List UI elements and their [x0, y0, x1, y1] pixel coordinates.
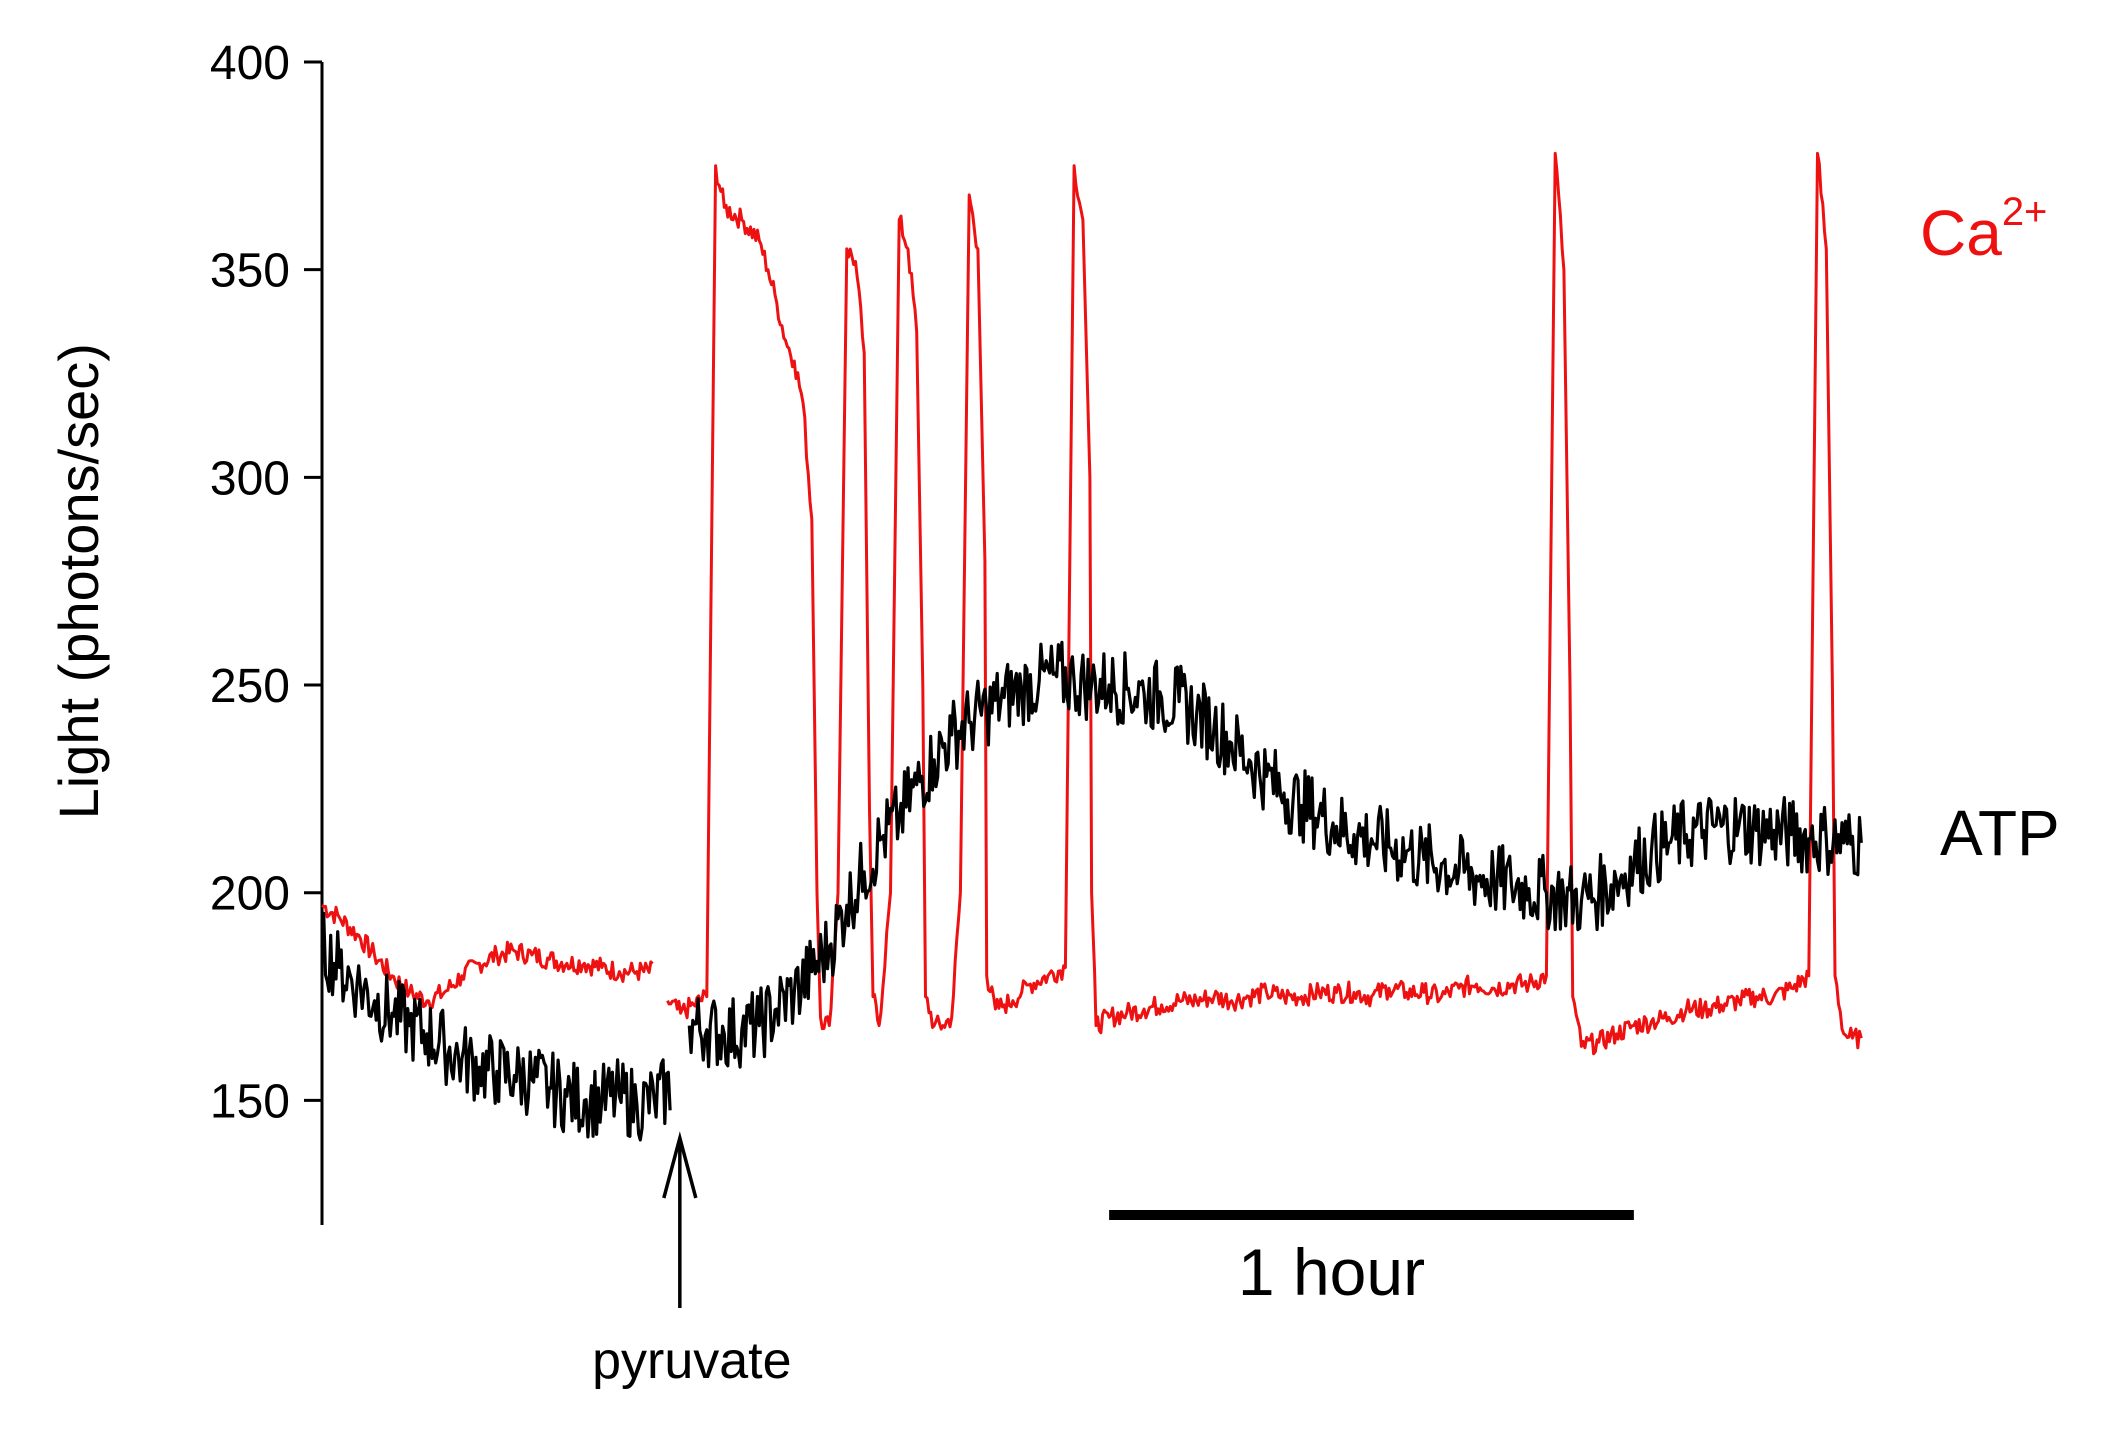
y-tick-label-150: 150 — [210, 1075, 290, 1128]
scale-bar-label: 1 hour — [1238, 1235, 1425, 1309]
series-labels: Ca2+ ATP — [1920, 190, 2060, 869]
y-tick-label-200: 200 — [210, 868, 290, 921]
y-tick-label-400: 400 — [210, 37, 290, 90]
y-tick-label-250: 250 — [210, 660, 290, 713]
pyruvate-label: pyruvate — [592, 1332, 791, 1390]
series-line-atp — [320, 640, 1863, 1142]
y-ticks: 150 200 250 300 350 400 — [210, 37, 322, 1128]
y-tick-label-300: 300 — [210, 452, 290, 505]
y-tick-label-350: 350 — [210, 245, 290, 298]
series-label-ca: Ca2+ — [1920, 190, 2047, 269]
series-line-ca — [321, 151, 1863, 1056]
y-axis-title: Light (photons/sec) — [47, 343, 110, 819]
series-group — [320, 151, 1863, 1142]
series-label-ca-superscript: 2+ — [2002, 190, 2048, 234]
pyruvate-arrow-head — [662, 1131, 698, 1199]
annotations: pyruvate 1 hour — [592, 1131, 1634, 1390]
series-label-atp: ATP — [1940, 797, 2060, 869]
